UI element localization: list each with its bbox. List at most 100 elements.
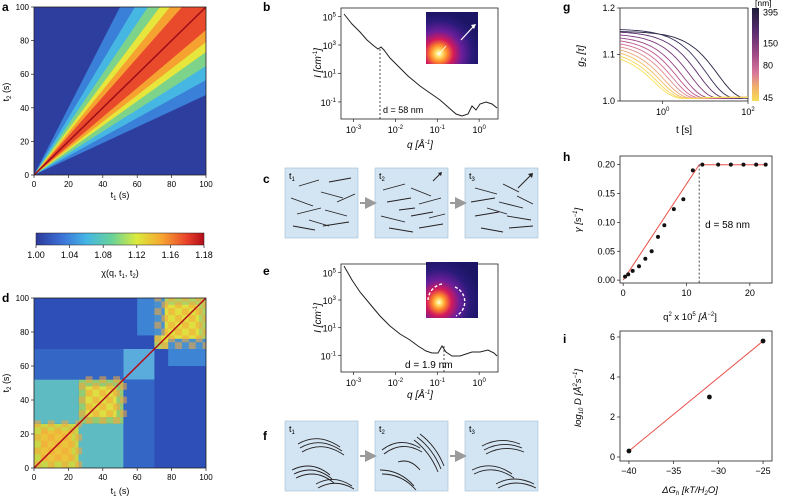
panel-c-particle [428, 213, 446, 219]
panel-g-series-line [619, 29, 749, 99]
colorbar-tick-label: 1.18 [195, 250, 213, 260]
panel-d-block [34, 349, 124, 380]
panel-d-block [123, 379, 155, 468]
panel-i-xlabel: ΔGh [kT/H2O] [661, 485, 718, 497]
panel-c-arrow-small-3 [517, 175, 531, 189]
panel-g-series-line [619, 58, 748, 100]
panel-i-logd-plot: −40 −35 −30 −25 0 2 4 6 ΔGh [kT/H2O] log10 D [Å… [573, 330, 773, 497]
panel-d-cell [175, 301, 182, 309]
panel-d-cell [188, 301, 196, 309]
panel-c-particle [324, 209, 348, 217]
panel-i-point [626, 448, 632, 454]
panel-h-point [741, 162, 746, 167]
panel-c-particle [292, 225, 316, 231]
panel-e-curve [343, 265, 498, 357]
panel-d-xtick-label: 0 [32, 473, 37, 482]
panel-a-xlabel: t1 (s) [111, 190, 130, 202]
panel-f-box-2 [374, 420, 449, 492]
panel-d-cell [99, 389, 107, 397]
panel-d-xlabel: t1 (s) [111, 486, 130, 498]
panel-h-point [728, 162, 733, 167]
panel-g-colorbar-tick: 45 [763, 93, 773, 103]
panel-d-cell [168, 298, 176, 302]
panel-d-cell [161, 315, 169, 322]
panel-e-ytick-label: 103 [323, 296, 337, 306]
panel-d-cell [202, 342, 206, 349]
panel-b-ytick-label: 101 [323, 69, 337, 79]
panel-d-cell [161, 301, 169, 309]
panel-b-xtick-label: 10-2 [388, 125, 404, 135]
panel-g-ytick-label: 1.1 [602, 50, 615, 60]
panel-g-colorbar-label: [nm] [755, 0, 772, 8]
panel-d-cell [175, 342, 182, 349]
panel-h-point [754, 162, 759, 167]
panel-c-particle [320, 191, 344, 199]
panel-d-cell [181, 335, 189, 343]
panel-c-particle [506, 215, 532, 221]
panel-d-xtick-label: 100 [199, 473, 213, 482]
panel-d-cell [75, 461, 83, 468]
panel-d-block [137, 298, 165, 336]
panel-b-annotation: d = 58 nm [383, 105, 423, 115]
panel-d-cell [202, 328, 206, 336]
panel-h-xtick-label: 10 [681, 288, 691, 298]
panel-a-ytick-label: 0 [25, 171, 30, 180]
panel-d-cell [85, 376, 93, 383]
panel-b-ytick-label: 103 [323, 41, 337, 51]
panel-g-g2-plot: 100 102 1.0 1.1 1.2 395 150 80 45 [nm] t [s] g2… [576, 0, 778, 136]
panel-c-particle [474, 187, 498, 195]
panel-d-cell [34, 447, 41, 455]
colorbar-label: χ(q, t1, t2) [101, 268, 138, 280]
panel-d-cell [195, 298, 203, 302]
panel-g-series-line [619, 43, 748, 99]
panel-letter-c: c [263, 172, 270, 186]
panel-d-cell [106, 396, 114, 404]
panel-f-box-3 [464, 420, 539, 492]
panel-d-cell [195, 335, 203, 343]
panel-h-point [700, 162, 705, 167]
panel-d-cell [181, 298, 189, 302]
panel-a-xtick-label: 0 [32, 180, 37, 189]
panel-c-particle [418, 197, 442, 205]
panel-e-ytick-label: 10-1 [321, 351, 337, 361]
panel-d-cell [113, 417, 120, 424]
panel-d-xtick-label: 40 [98, 473, 107, 482]
panel-d-cell [188, 342, 196, 349]
panel-g-series-line [619, 49, 748, 99]
panel-d-cell [92, 383, 100, 390]
panel-d-cell [54, 454, 62, 462]
panel-i-fit-line [628, 340, 764, 452]
panel-d-cell [75, 434, 83, 441]
panel-f-sheets [291, 433, 537, 491]
panel-h-point [690, 168, 695, 173]
panel-a-ytick-label: 20 [20, 137, 29, 146]
panel-d-cell [161, 328, 169, 336]
panel-e-xtick-label: 10-3 [346, 378, 362, 388]
panel-c-particle [418, 223, 444, 229]
panel-b-ytick-label: 10-1 [321, 98, 337, 108]
panel-g-series-line [619, 52, 748, 99]
panel-b-scattering-pattern [426, 12, 478, 64]
panel-g-colorbar [752, 8, 759, 101]
panel-c-box-2 [374, 167, 449, 239]
panel-a-xtick-label: 60 [133, 180, 142, 189]
panel-h-point [662, 223, 667, 228]
panel-h-point [649, 249, 654, 254]
panel-d-cell [175, 328, 182, 336]
panel-g-colorbar-tick: 395 [763, 8, 778, 18]
panel-d-cell [47, 461, 55, 468]
panel-h-xlabel: q2 x 105 [Å−2] [663, 312, 717, 323]
panel-d-cell [168, 308, 176, 315]
panel-c-arrow-small-2 [432, 173, 441, 182]
panel-c-particle [516, 195, 534, 205]
panel-c-particle [398, 207, 416, 211]
panel-d-cell [202, 301, 206, 309]
panel-letter-b: b [263, 0, 270, 14]
panel-letter-h: h [563, 150, 570, 164]
panel-h-gamma-plot: d = 58 nm 0 10 20 0.00 0.05 0.10 0.15 0.20 q2 x … [573, 155, 773, 323]
panel-d-xtick-label: 60 [133, 473, 142, 482]
panel-a-ytick-label: 40 [20, 104, 29, 113]
panel-d-cell [113, 389, 120, 397]
panel-d-cell [195, 321, 203, 329]
panel-d-ytick-label: 0 [25, 464, 30, 473]
